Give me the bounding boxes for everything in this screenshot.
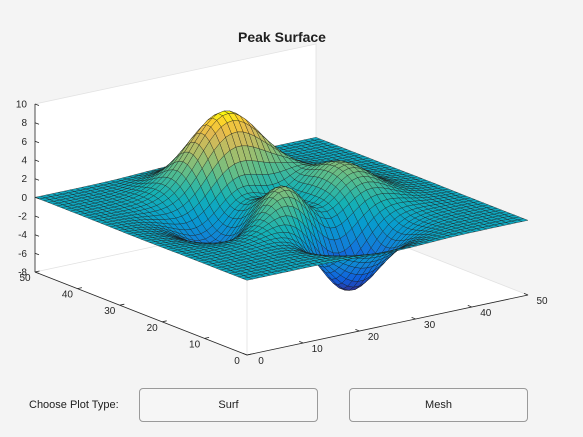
z-tick-label: 4 — [21, 156, 27, 167]
y-axis-tick — [204, 337, 210, 339]
z-axis-tick — [34, 234, 40, 237]
y-tick-label: 20 — [147, 323, 159, 334]
x-axis-tick — [467, 305, 472, 308]
y-axis-tick — [34, 270, 40, 273]
x-axis-tick — [355, 329, 360, 332]
y-axis-tick — [162, 320, 167, 323]
mesh-button[interactable]: Mesh — [349, 388, 528, 422]
x-tick-label: 50 — [536, 296, 548, 307]
z-axis-tick — [34, 140, 40, 144]
y-tick-label: 40 — [62, 290, 74, 301]
surface-patch — [517, 218, 529, 222]
surf-button[interactable]: Surf — [139, 388, 318, 422]
x-axis-tick — [299, 341, 304, 344]
z-axis-tick — [34, 271, 40, 274]
z-tick-label: -4 — [18, 230, 27, 241]
axis-lines-and-ticks — [34, 103, 529, 356]
z-tick-label: 8 — [21, 118, 27, 129]
plot-title: Peak Surface — [238, 29, 326, 45]
x-tick-label: 30 — [424, 320, 436, 331]
y-axis-line — [34, 271, 248, 356]
x-tick-label: 10 — [312, 344, 324, 355]
x-axis-tick — [523, 293, 529, 296]
y-tick-label: 50 — [19, 273, 31, 284]
x-tick-label: 20 — [368, 332, 380, 343]
y-axis-tick — [77, 287, 82, 289]
z-axis-tick — [34, 215, 40, 218]
peaks-surface — [34, 110, 529, 291]
z-tick-label: 6 — [21, 137, 27, 148]
y-tick-label: 10 — [189, 339, 201, 350]
z-tick-label: 0 — [21, 193, 27, 204]
x-axis-line — [246, 294, 529, 356]
z-tick-label: -2 — [18, 212, 27, 223]
y-axis-tick — [119, 303, 125, 306]
y-tick-label: 0 — [234, 356, 240, 367]
z-axis-tick — [34, 122, 40, 125]
z-axis-tick — [34, 159, 40, 162]
y-tick-label: 30 — [104, 306, 116, 317]
z-axis-tick — [34, 196, 40, 200]
z-axis-tick — [34, 252, 40, 256]
y-axis-tick — [246, 353, 252, 356]
x-tick-label: 40 — [480, 308, 492, 319]
x-axis-tick — [411, 317, 416, 320]
z-axis-tick — [34, 178, 40, 181]
x-tick-label: 0 — [258, 356, 264, 367]
z-tick-label: 2 — [21, 174, 27, 185]
z-tick-label: -6 — [18, 249, 27, 260]
choose-plot-type-label: Choose Plot Type: — [29, 399, 119, 411]
z-axis-tick — [34, 103, 40, 106]
surface-plot-axes: Peak Surface 0102030405001020304050-8-6-… — [16, 29, 548, 368]
z-tick-label: 10 — [16, 100, 28, 111]
z-tick-label: -8 — [18, 268, 27, 279]
plot-type-controls: Choose Plot Type: Surf Mesh — [0, 380, 583, 430]
